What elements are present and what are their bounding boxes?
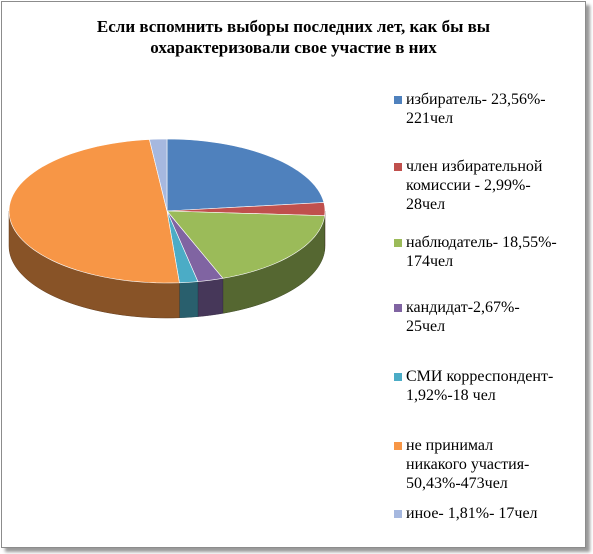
chart-title: Если вспомнить выборы последних лет, как… [2,16,585,58]
legend-label-line: никакого участия- [406,456,530,473]
legend-label-line: 50,43%-473чел [406,475,508,492]
legend-label-line: кандидат-2,67%- [406,299,520,316]
legend-label-line: 25чел [406,318,446,335]
pie-slice-side-3 [197,278,224,317]
chart-title-line-1: Если вспомнить выборы последних лет, как… [96,17,491,36]
legend-label-line: иное- 1,81%- 17чел [406,505,538,522]
legend-label-line: наблюдатель- 18,55%- [406,234,557,251]
pie-slice-0 [166,138,325,212]
legend-label-line: член избирательной [406,158,543,175]
legend-label: кандидат-2,67%- 25чел [406,298,586,336]
legend-label-line: не принимал [406,437,494,454]
legend-swatch [394,96,402,104]
chart-frame: Если вспомнить выборы последних лет, как… [1,1,586,548]
legend-label-line: СМИ корреспондент- [406,368,554,385]
legend-label-line: избиратель- 23,56%- [406,91,546,108]
legend-label-line: 1,92%-18 чел [406,387,496,404]
legend-label-line: 174чел [406,253,454,270]
legend-label: не принимал никакого участия- 50,43%-473че… [406,436,586,493]
pie-slice-6 [149,138,168,212]
legend-swatch [394,442,402,450]
legend-label: избиратель- 23,56%- 221чел [406,90,586,128]
pie-slice-2 [166,210,326,279]
pie-slice-5 [8,139,180,284]
pie-slice-side-4 [179,281,199,319]
legend-label: иное- 1,81%- 17чел [406,504,586,523]
chart-title-line-2: охарактеризовали свое участие в них [150,38,437,57]
legend-swatch [394,163,402,171]
legend-swatch [394,239,402,247]
legend-label: наблюдатель- 18,55%- 174чел [406,233,586,271]
legend-swatch [394,373,402,381]
legend-label: член избирательной комиссии - 2,99%- 28чел [406,157,586,214]
legend-swatch [394,510,402,518]
legend-swatch [394,304,402,312]
legend-label: СМИ корреспондент- 1,92%-18 чел [406,367,586,405]
legend-label-line: 28чел [406,196,446,213]
legend-label-line: комиссии - 2,99%- [406,177,531,194]
legend-label-line: 221чел [406,110,454,127]
pie-chart [8,138,326,319]
